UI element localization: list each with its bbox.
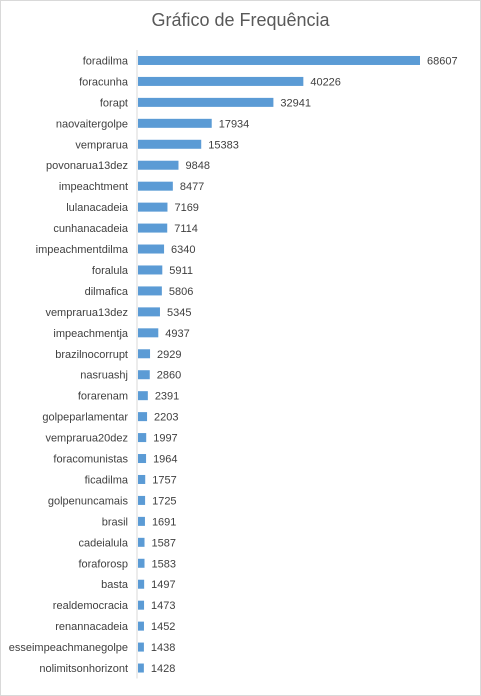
data-label: 2929 <box>157 349 181 361</box>
category-label: vemprarua <box>75 139 128 151</box>
category-label: cadeialula <box>78 537 128 549</box>
category-label: realdemocracia <box>53 600 129 612</box>
category-label: esseimpeachmanegolpe <box>9 642 128 654</box>
data-label: 5345 <box>167 307 191 319</box>
bar <box>138 161 178 170</box>
category-label: impeachmentdilma <box>36 244 129 256</box>
data-label: 2391 <box>155 391 179 403</box>
bar <box>138 286 162 295</box>
category-label: basta <box>101 579 129 591</box>
bar <box>138 433 146 442</box>
bar <box>138 245 164 254</box>
data-label: 2860 <box>157 370 181 382</box>
data-label: 1438 <box>151 642 175 654</box>
category-label: foracomunistas <box>53 454 128 466</box>
data-label: 1497 <box>151 579 175 591</box>
bar <box>138 119 212 128</box>
category-label: ficadilma <box>85 474 129 486</box>
category-label: golpenuncamais <box>48 495 129 507</box>
bar <box>138 622 144 631</box>
data-label: 15383 <box>208 139 239 151</box>
data-label: 2203 <box>154 412 178 424</box>
bar <box>138 580 144 589</box>
bar <box>138 475 145 484</box>
data-label: 1997 <box>153 433 177 445</box>
category-label: renannacadeia <box>55 621 129 633</box>
bar <box>138 496 145 505</box>
category-label: forarenam <box>78 391 128 403</box>
bar <box>138 412 147 421</box>
data-label: 7169 <box>174 202 198 214</box>
bar <box>138 307 160 316</box>
data-label: 1725 <box>152 495 176 507</box>
bar <box>138 98 273 107</box>
bar <box>138 643 144 652</box>
data-label: 5911 <box>169 265 193 277</box>
category-label: impeachtment <box>59 181 128 193</box>
data-label: 17934 <box>219 118 250 130</box>
bar <box>138 328 158 337</box>
data-label: 6340 <box>171 244 195 256</box>
category-label: brazilnocorrupt <box>55 349 128 361</box>
bar <box>138 601 144 610</box>
bar <box>138 349 150 358</box>
data-label: 5806 <box>169 286 193 298</box>
bar <box>138 203 167 212</box>
category-label: foralula <box>92 265 129 277</box>
category-label: foracunha <box>79 76 129 88</box>
category-label: impeachmentja <box>53 328 128 340</box>
bar <box>138 559 145 568</box>
bar <box>138 538 145 547</box>
data-label: 1473 <box>151 600 175 612</box>
data-label: 8477 <box>180 181 204 193</box>
category-label: nasruashj <box>80 370 128 382</box>
category-label: dilmafica <box>85 286 129 298</box>
category-label: naovaitergolpe <box>56 118 128 130</box>
category-label: forapt <box>100 97 128 109</box>
data-label: 1757 <box>152 474 176 486</box>
bars <box>138 56 420 673</box>
bar <box>138 182 173 191</box>
category-labels: foradilma foracunha forapt naovaitergolpe ve… <box>9 55 129 675</box>
data-label: 68607 <box>427 55 458 67</box>
bar <box>138 391 148 400</box>
data-label: 1587 <box>152 537 176 549</box>
bar <box>138 370 150 379</box>
bar <box>138 517 145 526</box>
bar <box>138 224 167 233</box>
data-label: 1691 <box>152 516 176 528</box>
data-label: 9848 <box>185 160 209 172</box>
data-label: 32941 <box>280 97 311 109</box>
data-label: 7114 <box>174 223 198 235</box>
category-label: povonarua13dez <box>46 160 128 172</box>
bar <box>138 77 303 86</box>
category-label: golpeparlamentar <box>42 412 128 424</box>
category-label: cunhanacadeia <box>53 223 129 235</box>
bar <box>138 265 162 274</box>
category-label: vemprarua13dez <box>45 307 128 319</box>
category-label: foradilma <box>83 55 129 67</box>
category-label: nolimitsonhorizont <box>39 663 128 675</box>
bar <box>138 140 201 149</box>
category-label: brasil <box>102 516 128 528</box>
category-label: foraforosp <box>78 558 128 570</box>
data-label: 1964 <box>153 454 177 466</box>
data-label: 1428 <box>151 663 175 675</box>
category-label: vemprarua20dez <box>45 433 128 445</box>
data-label: 1583 <box>152 558 176 570</box>
bar <box>138 454 146 463</box>
data-label: 1452 <box>151 621 175 633</box>
data-label: 4937 <box>165 328 189 340</box>
bar <box>138 56 420 65</box>
data-label: 40226 <box>310 76 341 88</box>
bar <box>138 664 144 673</box>
category-label: lulanacadeia <box>66 202 129 214</box>
